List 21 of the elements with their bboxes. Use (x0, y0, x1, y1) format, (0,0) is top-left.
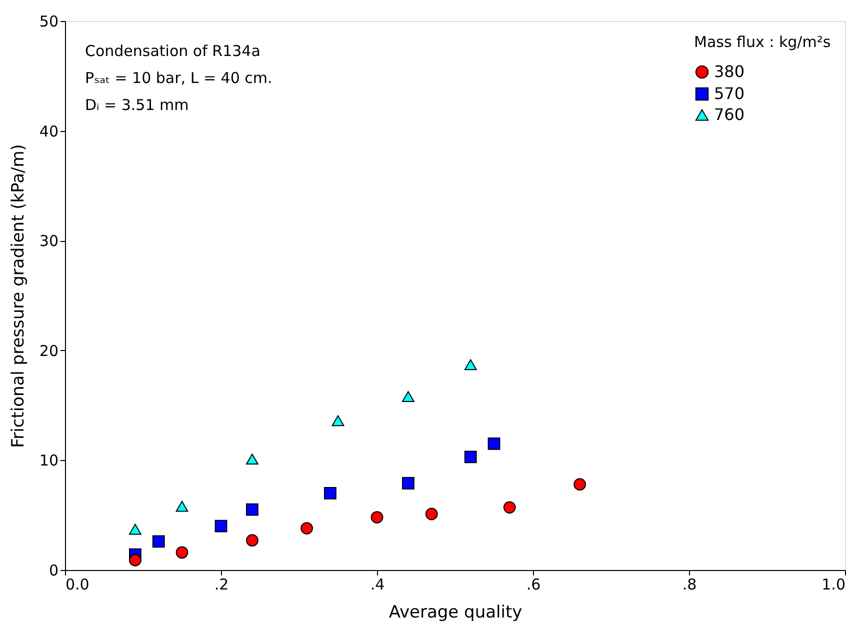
y-tick-label: 10 (39, 452, 58, 470)
x-axis-title: Average quality (388, 602, 522, 622)
x-tick-label: .4 (370, 576, 385, 594)
legend-label: 570 (714, 84, 745, 103)
x-tick-label: 1.0 (822, 576, 846, 594)
legend-title: Mass flux : kg/m²s (694, 33, 831, 51)
y-tick-label: 40 (39, 122, 58, 140)
y-tick-label: 0 (48, 562, 58, 580)
x-tick-label: .2 (214, 576, 229, 594)
annotation: Pₛₐₜ = 10 bar, L = 40 cm. (85, 69, 272, 87)
x-tick-label: 0.0 (66, 576, 90, 594)
x-tick-label: .6 (526, 576, 541, 594)
annotation: Dᵢ = 3.51 mm (85, 96, 189, 114)
y-tick-label: 50 (39, 12, 58, 30)
annotation: Condensation of R134a (85, 42, 260, 60)
y-axis-title: Frictional pressure gradient (kPa/m) (8, 144, 28, 448)
y-tick-label: 20 (39, 342, 58, 360)
x-tick-label: .8 (682, 576, 697, 594)
legend-label: 760 (714, 105, 745, 124)
y-tick-label: 30 (39, 232, 58, 250)
legend-label: 380 (714, 62, 745, 81)
